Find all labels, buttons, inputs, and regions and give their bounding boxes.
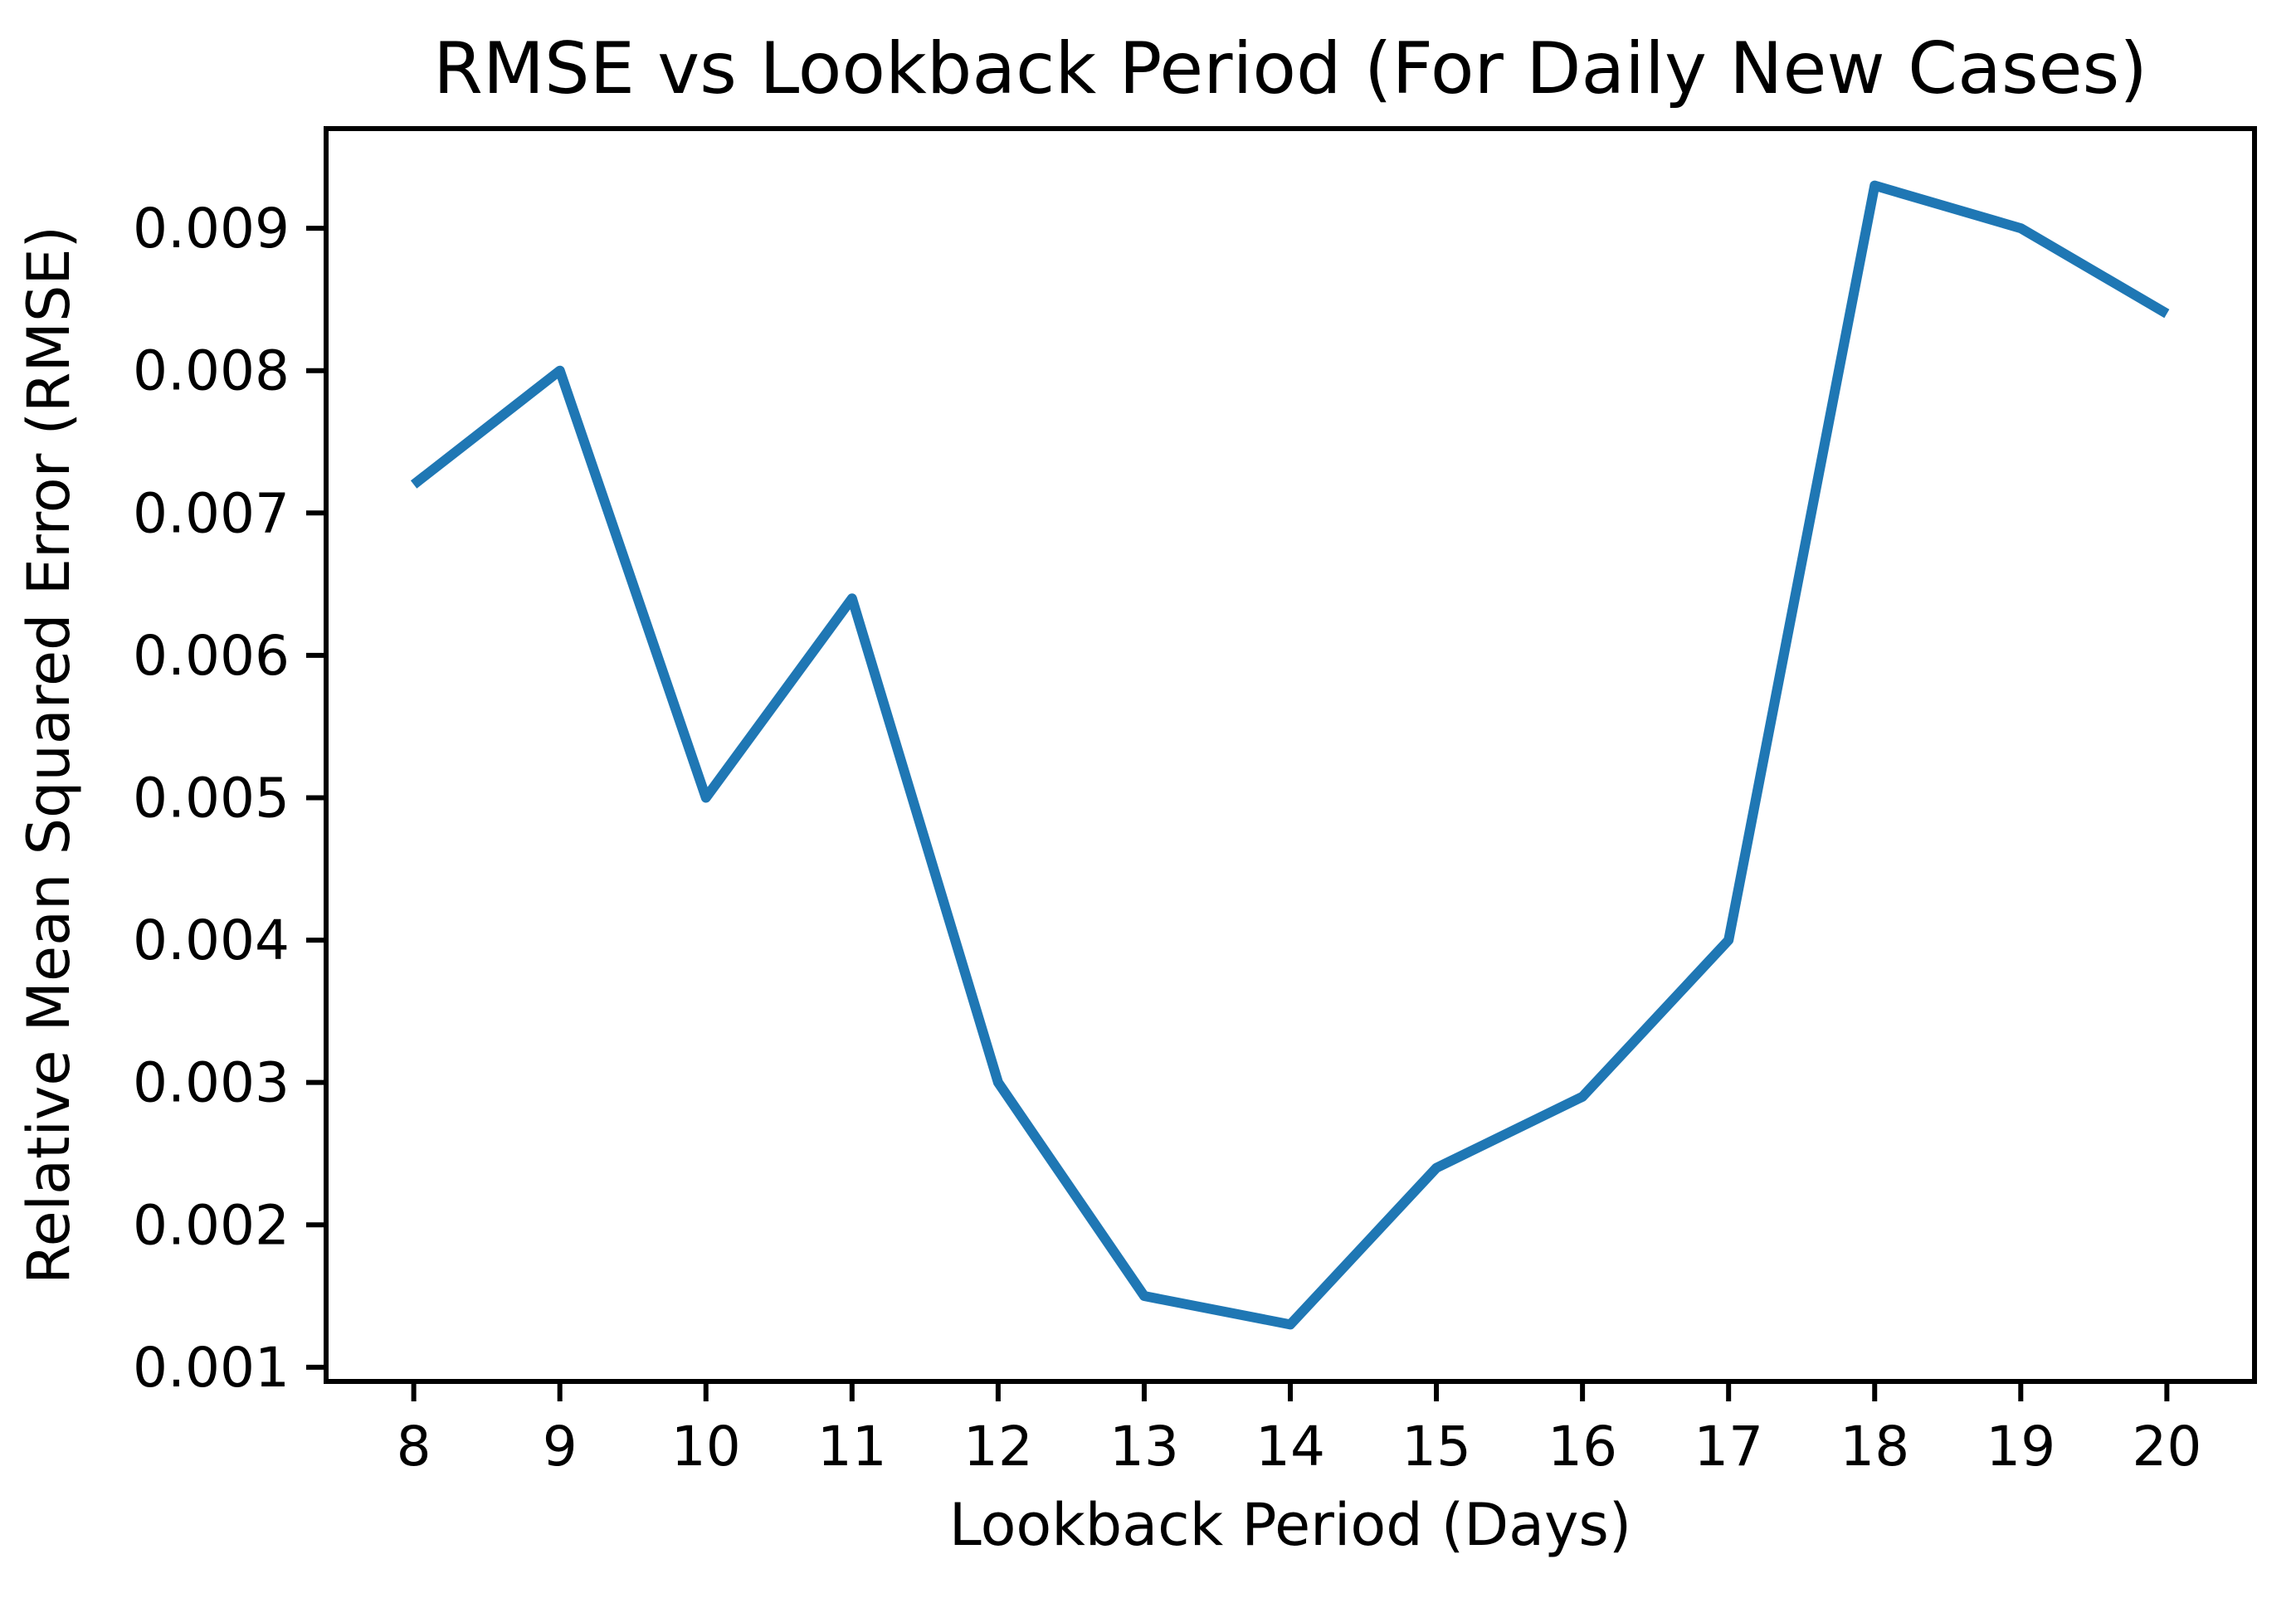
y-tick-label: 0.006 [133,624,290,688]
x-tick-label: 14 [1255,1415,1325,1479]
plot-border [324,126,2257,1384]
x-tick-label: 12 [963,1415,1033,1479]
rmse-data-line [410,180,2170,1330]
y-axis-ticks: 0.001 0.002 0.003 0.004 0.005 0.006 0.007 0.008… [133,197,326,1400]
y-axis-label: Relative Mean Squared Error (RMSE) [15,226,83,1284]
x-tick-label: 16 [1548,1415,1617,1479]
x-axis-ticks: 8 9 10 11 12 13 14 15 16 17 18 19 20 [397,1381,2201,1479]
x-tick-label: 9 [543,1415,578,1479]
y-tick-label: 0.007 [133,481,290,545]
x-tick-label: 18 [1840,1415,1909,1479]
y-tick-label: 0.009 [133,197,290,261]
x-tick-label: 15 [1401,1415,1471,1479]
x-tick-label: 20 [2132,1415,2201,1479]
y-tick-label: 0.005 [133,766,290,830]
y-tick-label: 0.002 [133,1193,290,1257]
y-tick-label: 0.003 [133,1051,290,1115]
x-tick-label: 19 [1986,1415,2055,1479]
y-tick-label: 0.004 [133,909,290,972]
chart-title: RMSE vs Lookback Period (For Daily New C… [433,27,2147,110]
x-tick-label: 17 [1694,1415,1763,1479]
y-tick-label: 0.001 [133,1336,290,1400]
x-axis-label: Lookback Period (Days) [949,1491,1631,1559]
x-tick-label: 10 [671,1415,741,1479]
x-tick-label: 11 [817,1415,887,1479]
x-tick-label: 8 [397,1415,431,1479]
x-tick-label: 13 [1109,1415,1179,1479]
y-tick-label: 0.008 [133,339,290,403]
